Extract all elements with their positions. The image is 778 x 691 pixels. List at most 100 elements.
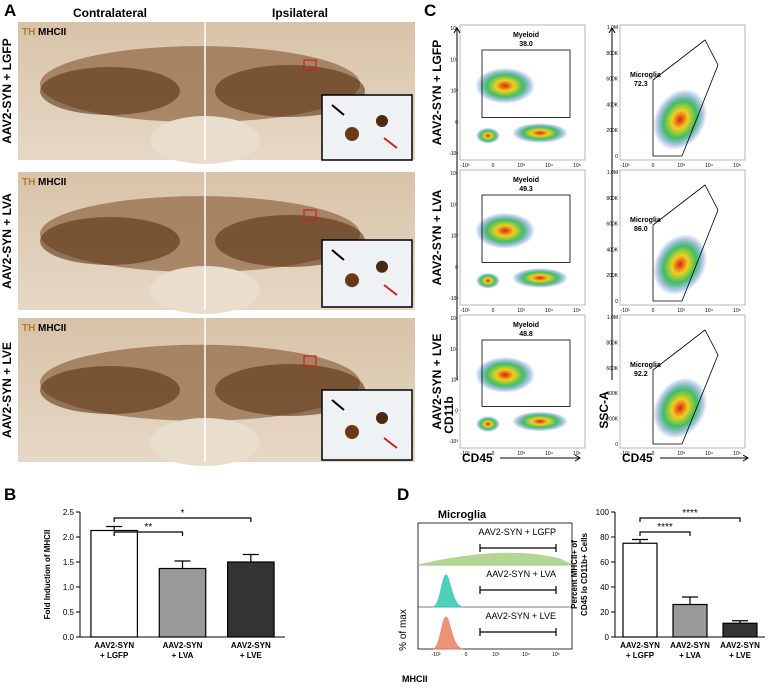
density xyxy=(512,123,568,143)
y-tick-label: 10⁴ xyxy=(450,347,458,353)
axis-arrow xyxy=(660,454,749,462)
x-tick-label: -10³ xyxy=(432,652,441,658)
axis-arrow xyxy=(500,454,581,462)
y-tick-label: 0 xyxy=(455,408,458,414)
y-tick-label: 400K xyxy=(606,391,618,397)
x-tick-label: 0 xyxy=(492,308,495,314)
histogram-row-label: AAV2-SYN + LVE xyxy=(486,611,556,621)
arrow xyxy=(383,284,398,296)
significance-bracket xyxy=(639,531,691,536)
gate-label: Myeloid xyxy=(513,32,539,39)
micrograph xyxy=(18,22,415,164)
significance-label: **** xyxy=(657,522,673,533)
y-tick-label: 80 xyxy=(600,533,609,542)
bar xyxy=(158,567,207,638)
gate-bar xyxy=(479,628,557,636)
panel-letter: A xyxy=(4,1,16,20)
x-tick-label: 10⁴ xyxy=(522,652,530,658)
x-tick-label: 10⁴ xyxy=(545,308,553,314)
roi-box xyxy=(303,355,317,367)
myeloid-gate xyxy=(481,339,571,407)
row-label: AAV2-SYN + LVA xyxy=(430,189,444,285)
axis-label: CD45 xyxy=(622,451,653,465)
x-tick-label: 0 xyxy=(492,163,495,169)
significance-label: * xyxy=(181,508,185,519)
x-tick-label: 10³ xyxy=(492,652,500,658)
cell xyxy=(376,412,388,424)
axis-label: CD45 xyxy=(462,451,493,465)
cell xyxy=(345,425,359,439)
density xyxy=(512,411,568,432)
y-tick-label: 1.5 xyxy=(63,558,75,567)
histogram xyxy=(417,552,573,566)
x-tick-label: 10⁵ xyxy=(733,163,741,169)
x-tick-label: 10⁴ xyxy=(545,163,553,169)
density xyxy=(653,234,707,295)
error-bar xyxy=(732,620,748,624)
axis-label: MHCII xyxy=(402,674,428,684)
y-tick-label: 0 xyxy=(605,633,610,642)
y-tick-label: 200K xyxy=(606,417,618,423)
error-bar xyxy=(106,525,123,531)
error-bar xyxy=(242,553,259,562)
density xyxy=(475,67,535,104)
significance-bracket xyxy=(113,531,184,536)
x-tick-label: -10³ xyxy=(621,451,630,457)
bar xyxy=(90,529,139,638)
row-label: AAV2-SYN + LVA xyxy=(0,193,14,289)
y-axis-label: Percent MHCII+ ofCD45 lo CD11b+ Cells xyxy=(570,532,589,615)
density xyxy=(476,127,500,144)
stain-label: MHCII xyxy=(38,323,67,334)
cell xyxy=(345,273,359,288)
density xyxy=(475,212,535,249)
x-tick-label: -10³ xyxy=(461,451,470,457)
stain-label: TH xyxy=(22,27,35,38)
y-tick-label: 1.0 xyxy=(63,583,75,592)
y-tick-label: -10³ xyxy=(449,439,458,445)
column-header: Contralateral xyxy=(73,6,147,20)
arrow xyxy=(331,399,345,411)
stain xyxy=(40,366,180,414)
y-tick-label: 60 xyxy=(600,558,609,567)
arrow xyxy=(331,249,345,261)
inset xyxy=(321,239,413,308)
y-tick-label: -10³ xyxy=(449,151,458,157)
significance-bracket xyxy=(113,517,252,522)
y-tick-label: 40 xyxy=(600,583,609,592)
x-tick-label: AAV2-SYN + LVA xyxy=(670,641,710,660)
histogram-row-label: AAV2-SYN + LVA xyxy=(486,569,556,579)
bar xyxy=(672,603,708,638)
y-tick-label: 10⁵ xyxy=(450,171,458,177)
axis-arrow xyxy=(453,27,461,380)
gate-bar xyxy=(479,544,557,552)
bar xyxy=(722,622,758,638)
roi-box xyxy=(303,209,317,221)
x-tick-label: 0 xyxy=(652,308,655,314)
x-tick-label: 0 xyxy=(465,652,468,658)
x-tick-label: 10³ xyxy=(677,163,685,169)
gate-label: Myeloid xyxy=(513,177,539,184)
row-label: AAV2-SYN + LVE xyxy=(0,342,14,438)
y-tick-label: 10⁵ xyxy=(450,316,458,322)
gate-label: Microglia xyxy=(630,217,661,224)
y-tick-label: 0 xyxy=(615,154,618,160)
x-tick-label: 10⁵ xyxy=(733,451,741,457)
y-tick-label: 10³ xyxy=(451,378,459,384)
x-tick-label: 10³ xyxy=(517,163,525,169)
micrograph xyxy=(18,318,415,466)
arrow xyxy=(383,437,398,449)
roi-box xyxy=(303,59,317,71)
cell xyxy=(376,260,388,273)
myeloid-gate xyxy=(481,194,571,263)
row-label: AAV2-SYN + LGFP xyxy=(0,38,14,143)
x-tick-label: -10³ xyxy=(461,163,470,169)
stain-label: TH xyxy=(22,177,35,188)
x-tick-label: 10⁵ xyxy=(573,451,581,457)
density xyxy=(475,356,535,393)
x-tick-label: 10⁴ xyxy=(705,451,713,457)
y-tick-label: 10⁴ xyxy=(450,202,458,208)
gate-value: 92.2 xyxy=(634,371,648,378)
cell xyxy=(376,115,388,127)
cell xyxy=(345,127,359,141)
